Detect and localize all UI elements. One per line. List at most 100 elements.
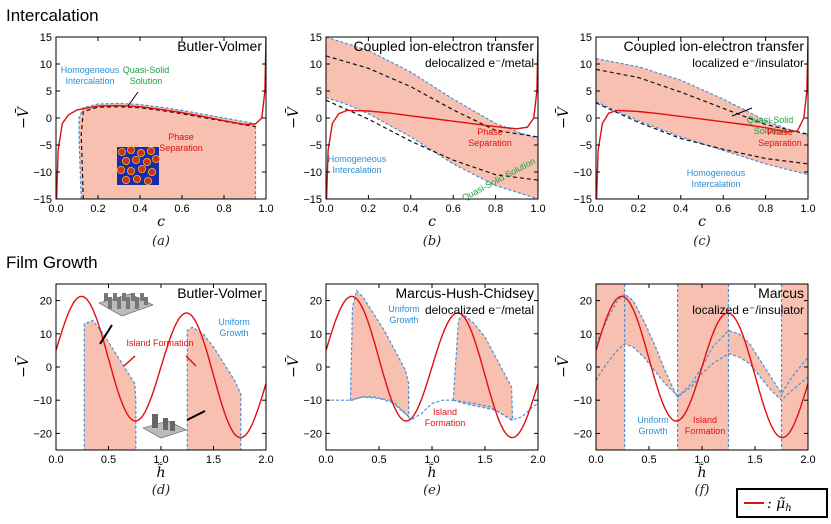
y-tick-label-2: 5 xyxy=(46,86,52,98)
annotation-0: Homogeneous xyxy=(61,65,120,75)
spinodal-lower xyxy=(596,102,808,165)
mu-curve xyxy=(56,295,266,439)
section-title-intercalation: Intercalation xyxy=(6,6,99,25)
annotation-0: Quasi-Solid xyxy=(747,115,794,125)
inset-grain xyxy=(122,156,131,165)
inset-grain xyxy=(147,167,156,176)
mu-curve xyxy=(326,37,538,199)
inset-image xyxy=(117,145,160,185)
region-island-1 xyxy=(186,326,242,450)
panel-a: 0.0 0.2 0.4 0.6 0.8 1.0 15 10 5 0 −5 −10 −15 c −V̄ Butl… xyxy=(14,32,273,249)
y-tick-label-1: 10 xyxy=(40,59,52,71)
y-tick-label-6: −15 xyxy=(573,194,592,206)
annotation-5: Separation xyxy=(159,143,203,153)
annotation-3: Separation xyxy=(758,138,802,148)
annotation-0: Island Formation xyxy=(126,338,193,348)
annotation-0: Uniform xyxy=(637,415,669,425)
spinodal-lower xyxy=(326,99,538,181)
x-tick-label-1: 0.5 xyxy=(371,454,386,466)
annotation-2: Homogeneous xyxy=(328,154,387,164)
y-tick-label-4: −5 xyxy=(309,140,322,152)
y-tick-label-2: 5 xyxy=(316,86,322,98)
x-axis-label: c xyxy=(157,214,165,230)
boundary-line-1 xyxy=(453,399,538,421)
inset-grain xyxy=(146,146,155,155)
annotation-1: Separation xyxy=(468,138,512,148)
panel-caption: (f) xyxy=(695,483,710,498)
y-tick-label-1: 10 xyxy=(310,329,322,341)
panel-title: Butler-Volmer xyxy=(177,38,262,54)
panel-subtitle: delocalized e⁻/metal xyxy=(425,303,534,317)
y-axis-label: −V̄ xyxy=(554,354,572,378)
x-tick-label-2: 1.0 xyxy=(694,454,709,466)
spinodal-upper xyxy=(596,68,808,135)
x-axis-label: c xyxy=(428,214,436,230)
annotation-2: Island xyxy=(693,415,717,425)
x-tick-label-5: 1.0 xyxy=(258,203,273,215)
y-tick-label-1: 10 xyxy=(580,329,592,341)
plot-area-d xyxy=(56,295,266,450)
x-tick-label-4: 0.8 xyxy=(758,203,773,215)
plot-area-f xyxy=(596,284,808,450)
y-tick-label-6: −15 xyxy=(303,194,322,206)
y-tick-label-0: 20 xyxy=(40,296,52,308)
panel-caption: (c) xyxy=(693,234,710,249)
region-island-0 xyxy=(83,319,137,450)
x-tick-label-4: 2.0 xyxy=(258,454,273,466)
x-tick-label-3: 1.5 xyxy=(206,454,221,466)
plot-area-e xyxy=(326,289,538,439)
y-tick-label-2: 5 xyxy=(586,86,592,98)
annotation-3: Solution xyxy=(130,76,163,86)
x-tick-label-5: 1.0 xyxy=(530,203,545,215)
x-tick-label-1: 0.5 xyxy=(101,454,116,466)
annotation-2: Quasi-Solid xyxy=(123,65,170,75)
mu-curve xyxy=(56,37,266,199)
annotation-3: Formation xyxy=(685,426,726,436)
y-axis-label: −V̄ xyxy=(14,105,32,129)
x-tick-label-0: 0.0 xyxy=(318,203,333,215)
annotation-3: Intercalation xyxy=(332,165,381,175)
annotation-2: Island xyxy=(433,407,457,417)
y-axis-label: −V̄ xyxy=(284,354,302,378)
annotation-4: Phase xyxy=(168,132,194,142)
panel-c: 0.0 0.2 0.4 0.6 0.8 1.0 15 10 5 0 −5 −10 −15 c −V̄ Coup… xyxy=(554,32,815,249)
x-tick-label-5: 1.0 xyxy=(800,203,815,215)
panel-caption: (d) xyxy=(152,483,170,498)
annotation-5: Intercalation xyxy=(691,179,740,189)
annotation-1: Solution xyxy=(754,126,787,136)
x-tick-label-4: 2.0 xyxy=(530,454,545,466)
annotation-0: Phase xyxy=(477,127,503,137)
plot-area-c xyxy=(596,37,808,199)
annotation-2: Phase xyxy=(767,127,793,137)
inset-grain xyxy=(151,154,160,163)
panel-title: Marcus xyxy=(758,285,804,301)
y-tick-label-1: 10 xyxy=(40,329,52,341)
x-tick-label-4: 2.0 xyxy=(800,454,815,466)
y-axis-label: −V̄ xyxy=(284,105,302,129)
x-axis-label: c xyxy=(698,214,706,230)
y-tick-label-0: 20 xyxy=(310,296,322,308)
panel-title: Coupled ion-electron transfer xyxy=(353,38,534,54)
mu-curve xyxy=(326,295,538,439)
x-axis-label: h̃ xyxy=(697,463,706,481)
inset-grain xyxy=(117,165,126,174)
y-tick-label-5: −10 xyxy=(573,167,592,179)
x-axis-label: h̃ xyxy=(427,463,436,481)
boundary-line-0 xyxy=(326,396,454,421)
y-tick-label-1: 10 xyxy=(580,59,592,71)
x-tick-label-3: 0.6 xyxy=(716,203,731,215)
x-tick-label-0: 0.0 xyxy=(318,454,333,466)
inset-grain xyxy=(127,145,136,154)
panel-e: 0.0 0.5 1.0 1.5 2.0 20 10 0 −10 −20 h̃ −V̄ Marcus-Hu… xyxy=(284,283,546,498)
region-island-0 xyxy=(349,289,410,419)
mu-curve xyxy=(596,295,808,439)
annotation-0: Uniform xyxy=(388,304,420,314)
annotation-1: Growth xyxy=(638,426,667,436)
y-axis-label: −V̄ xyxy=(14,354,32,378)
y-tick-label-3: −10 xyxy=(303,395,322,407)
inset-grain xyxy=(143,176,152,185)
y-tick-label-5: −10 xyxy=(33,167,52,179)
panel-title: Butler-Volmer xyxy=(177,285,262,301)
x-tick-label-3: 0.6 xyxy=(446,203,461,215)
x-axis-label: h̃ xyxy=(156,463,165,481)
